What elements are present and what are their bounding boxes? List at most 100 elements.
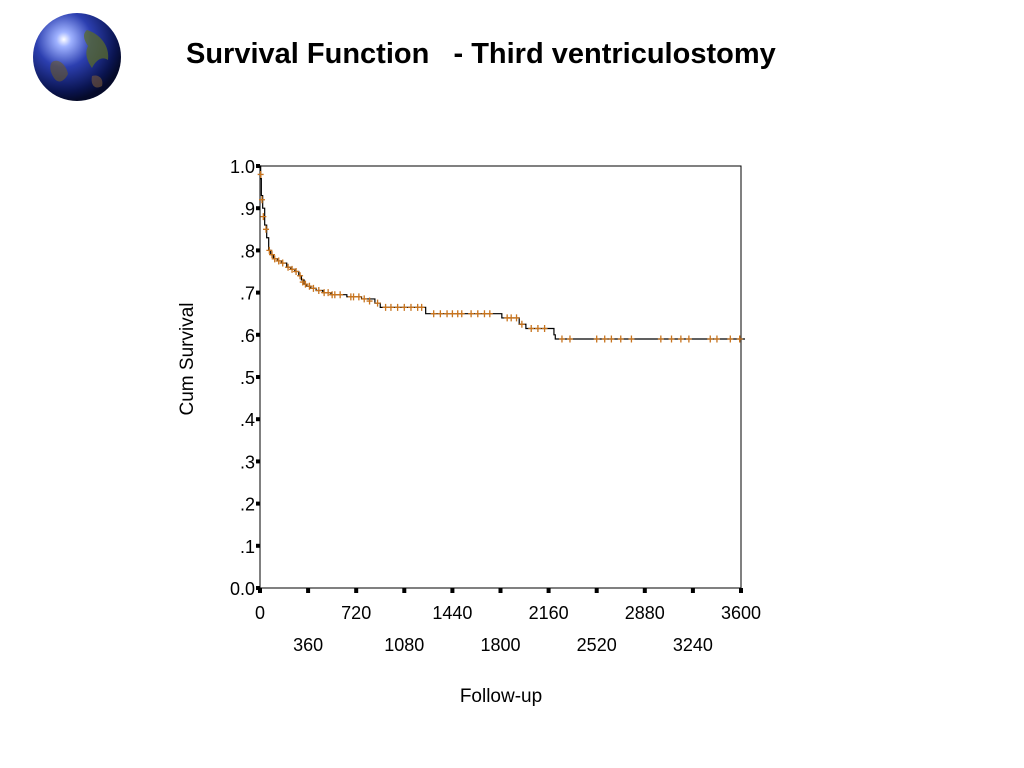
censor-mark bbox=[518, 320, 525, 328]
x-tick bbox=[546, 588, 551, 593]
x-tick bbox=[642, 588, 647, 593]
censor-mark bbox=[366, 297, 373, 305]
censor-mark bbox=[528, 324, 535, 332]
x-tick bbox=[450, 588, 455, 593]
y-tick-label: .1 bbox=[240, 537, 255, 557]
censor-mark bbox=[474, 310, 481, 318]
y-tick bbox=[256, 332, 260, 337]
censor-mark bbox=[257, 170, 264, 178]
censor-mark bbox=[275, 257, 282, 265]
x-tick bbox=[594, 588, 599, 593]
censor-mark bbox=[260, 213, 267, 221]
censor-mark bbox=[486, 310, 493, 318]
plot-frame bbox=[259, 165, 742, 589]
x-tick-label: 1080 bbox=[384, 635, 424, 655]
slide-title: Survival Function - Third ventriculostom… bbox=[186, 38, 776, 70]
censor-mark bbox=[437, 310, 444, 318]
x-tick-label: 2160 bbox=[529, 603, 569, 623]
x-tick-label: 3600 bbox=[721, 603, 761, 623]
censor-mark bbox=[289, 265, 296, 273]
y-tick-label: 0.0 bbox=[230, 579, 255, 599]
censor-mark bbox=[279, 259, 286, 267]
y-tick-label: .3 bbox=[240, 452, 255, 472]
x-tick bbox=[306, 588, 311, 593]
censor-mark bbox=[418, 303, 425, 311]
y-tick-label: .9 bbox=[240, 199, 255, 219]
censor-mark bbox=[727, 335, 734, 343]
y-tick bbox=[256, 290, 260, 295]
censor-mark bbox=[608, 335, 615, 343]
censor-mark bbox=[617, 335, 624, 343]
y-tick bbox=[256, 206, 260, 211]
censor-mark bbox=[407, 303, 414, 311]
x-axis: 0 360 720 1080 1440 1800 2160 2520 2880 3240 3600 bbox=[255, 588, 761, 655]
censor-mark bbox=[350, 293, 357, 301]
globe-icon bbox=[32, 12, 122, 102]
censor-mark bbox=[259, 196, 266, 204]
censor-mark bbox=[558, 335, 565, 343]
censor-mark bbox=[534, 324, 541, 332]
x-tick-label: 720 bbox=[341, 603, 371, 623]
censor-mark bbox=[302, 280, 309, 288]
censor-mark bbox=[677, 335, 684, 343]
censor-mark bbox=[374, 299, 381, 307]
y-tick-label: .5 bbox=[240, 368, 255, 388]
x-tick-label: 2880 bbox=[625, 603, 665, 623]
censor-mark bbox=[401, 303, 408, 311]
censor-mark bbox=[444, 310, 451, 318]
x-axis-title: Follow-up bbox=[460, 686, 542, 707]
x-tick-label: 2520 bbox=[577, 635, 617, 655]
censor-mark bbox=[325, 289, 332, 297]
censor-mark bbox=[310, 284, 317, 292]
censor-mark bbox=[593, 335, 600, 343]
censor-mark bbox=[566, 335, 573, 343]
censor-mark bbox=[293, 268, 300, 275]
y-tick-label: .7 bbox=[240, 284, 255, 304]
y-tick bbox=[256, 501, 260, 506]
censor-mark bbox=[394, 303, 401, 311]
y-tick bbox=[256, 248, 260, 253]
y-tick-label: .6 bbox=[240, 326, 255, 346]
y-axis-title: Cum Survival bbox=[177, 303, 198, 416]
y-tick bbox=[256, 164, 260, 168]
censor-mark bbox=[337, 291, 344, 299]
y-tick bbox=[256, 417, 260, 422]
x-tick bbox=[354, 588, 359, 593]
censor-mark bbox=[387, 303, 394, 311]
censor-mark bbox=[331, 291, 338, 299]
censor-mark bbox=[668, 335, 675, 343]
censor-mark bbox=[713, 335, 720, 343]
censor-mark bbox=[266, 246, 273, 254]
censor-mark bbox=[449, 310, 456, 318]
y-tick-label: .4 bbox=[240, 410, 255, 430]
x-tick-label: 1440 bbox=[432, 603, 472, 623]
y-tick-label: .2 bbox=[240, 495, 255, 515]
x-tick bbox=[258, 588, 262, 593]
survival-curve bbox=[260, 165, 746, 340]
censor-mark bbox=[541, 324, 548, 332]
x-tick bbox=[498, 588, 503, 593]
censor-mark bbox=[707, 335, 714, 343]
censor-mark bbox=[306, 282, 313, 290]
censor-mark bbox=[361, 295, 368, 303]
censor-mark bbox=[601, 335, 608, 343]
censor-mark bbox=[430, 310, 437, 318]
censor-mark bbox=[355, 293, 362, 301]
censor-mark bbox=[736, 335, 743, 343]
y-tick bbox=[256, 543, 260, 548]
x-tick bbox=[690, 588, 695, 593]
censor-mark bbox=[269, 251, 276, 259]
x-tick bbox=[739, 588, 743, 593]
censor-mark bbox=[285, 263, 292, 271]
y-tick-label: .8 bbox=[240, 241, 255, 261]
x-tick-label: 360 bbox=[293, 635, 323, 655]
y-tick bbox=[256, 375, 260, 379]
x-tick-label: 3240 bbox=[673, 635, 713, 655]
censor-mark bbox=[685, 335, 692, 343]
x-tick-label: 1800 bbox=[480, 635, 520, 655]
censor-mark bbox=[628, 335, 635, 343]
censor-mark bbox=[382, 303, 389, 311]
censor-mark bbox=[315, 286, 322, 294]
y-tick bbox=[256, 459, 260, 464]
